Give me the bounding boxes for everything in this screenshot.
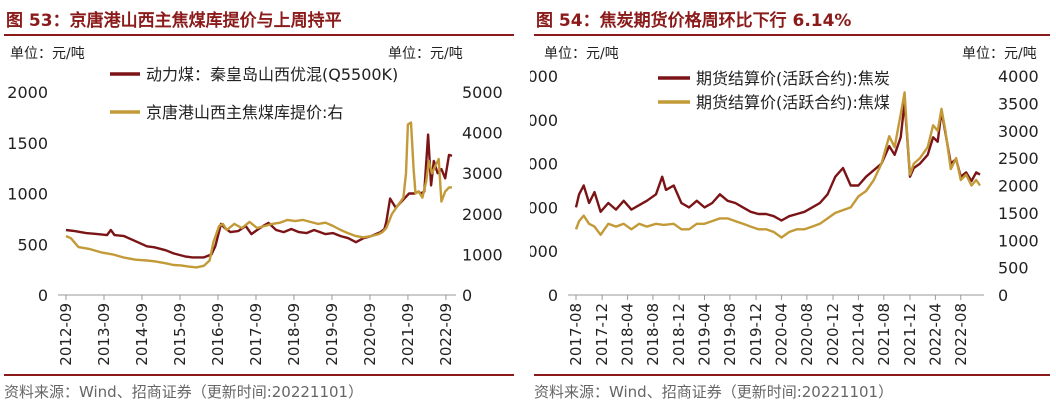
series-line-1 [65, 133, 453, 259]
x-tick-label: 2017-09 [247, 303, 265, 366]
y-right-tick-label: 0 [998, 286, 1008, 305]
x-tick-label: 2013-09 [95, 303, 113, 366]
y-right-tick-label: 3500 [998, 94, 1039, 113]
unit-label-left: 单位：元/吨 [10, 46, 85, 62]
legend-label-2: 期货结算价(活跃合约):焦煤 [696, 93, 890, 112]
y-right-tick-label: 3000 [998, 122, 1039, 141]
unit-label-left: 单位：元/吨 [544, 46, 619, 62]
y-left-tick-label: 5000 [530, 67, 558, 86]
x-tick-label: 2020-08 [798, 303, 816, 366]
right-chart-panel: 图 54：焦炭期货价格周环比下行 6.14% 单位：元/吨 单位：元/吨 0 1000… [530, 0, 1056, 408]
source-note: 资料来源：Wind、招商证券（更新时间:20221101） [4, 383, 364, 401]
x-tick-label: 2021-09 [399, 303, 417, 366]
y-left-tick-label: 0 [548, 286, 558, 305]
x-tick-label: 2017-12 [593, 303, 611, 366]
chart-title: 图 53：京唐港山西主焦煤库提价与上周持平 [6, 11, 342, 31]
y-right-tick-label: 1000 [462, 245, 503, 264]
x-tick-label: 2015-09 [171, 303, 189, 366]
y-right-tick-label: 1000 [998, 231, 1039, 250]
y-left-tick-label: 2000 [530, 198, 558, 217]
y-right-tick-label: 4000 [462, 124, 503, 143]
x-tick-label: 2020-09 [361, 303, 379, 366]
y-left-tick-label: 1500 [7, 134, 48, 153]
left-line-chart: 单位：元/吨 单位：元/吨 0 500 1000 1500 2000 0 1000 2000 300… [7, 46, 503, 366]
x-tick-label: 2022-04 [926, 303, 944, 366]
x-tick-label: 2019-09 [323, 303, 341, 366]
y-right-tick-label: 500 [998, 259, 1029, 278]
y-left-tick-label: 500 [17, 235, 48, 254]
y-right-tick-label: 4000 [998, 67, 1039, 86]
y-right-tick-label: 2000 [462, 205, 503, 224]
x-tick-label: 2020-04 [772, 303, 790, 366]
x-tick-label: 2021-04 [849, 303, 867, 366]
unit-label-right: 单位：元/吨 [388, 46, 463, 62]
y-left-tick-label: 1000 [530, 242, 558, 261]
chart-title: 图 54：焦炭期货价格周环比下行 6.14% [536, 11, 852, 31]
y-left-tick-label: 2000 [7, 83, 48, 102]
x-tick-label: 2016-09 [209, 303, 227, 366]
left-chart-panel: 图 53：京唐港山西主焦煤库提价与上周持平 单位：元/吨 单位：元/吨 0 500 10… [0, 0, 520, 408]
x-tick-label: 2019-08 [721, 303, 739, 366]
title-rule [4, 34, 514, 36]
title-rule [534, 34, 1050, 36]
x-tick-label: 2018-04 [619, 303, 637, 366]
legend-label-2: 京唐港山西主焦煤库提价:右 [146, 103, 343, 122]
legend-label-1: 动力煤：秦皇岛山西优混(Q5500K) [146, 65, 398, 84]
y-right-tick-label: 1500 [998, 204, 1039, 223]
source-rule [534, 374, 1050, 376]
source-note: 资料来源：Wind、招商证券（更新时间:20221101） [534, 383, 894, 401]
x-tick-label: 2022-09 [437, 303, 455, 366]
source-rule [4, 374, 514, 376]
series-line-2 [574, 91, 981, 239]
y-left-tick-label: 4000 [530, 111, 558, 130]
legend-label-1: 期货结算价(活跃合约):焦炭 [696, 69, 890, 88]
x-tick-label: 2014-09 [133, 303, 151, 366]
x-tick-label: 2017-08 [567, 303, 585, 366]
series-line-2 [65, 121, 452, 269]
y-left-tick-label: 0 [38, 286, 48, 305]
unit-label-right: 单位：元/吨 [962, 46, 1037, 62]
x-tick-label: 2021-12 [901, 303, 919, 366]
x-tick-label: 2018-08 [644, 303, 662, 366]
x-tick-label: 2018-12 [670, 303, 688, 366]
y-right-tick-label: 2000 [998, 177, 1039, 196]
y-right-tick-label: 2500 [998, 149, 1039, 168]
x-tick-label: 2012-09 [57, 303, 75, 366]
x-tick-label: 2019-12 [747, 303, 765, 366]
y-left-tick-label: 1000 [7, 185, 48, 204]
x-tick-label: 2018-09 [285, 303, 303, 366]
x-tick-label: 2020-12 [824, 303, 842, 366]
series-line-1 [574, 101, 981, 222]
y-left-tick-label: 3000 [530, 155, 558, 174]
y-right-tick-label: 5000 [462, 83, 503, 102]
y-right-tick-label: 3000 [462, 164, 503, 183]
x-tick-label: 2022-08 [952, 303, 970, 366]
x-tick-label: 2021-08 [875, 303, 893, 366]
x-tick-label: 2019-04 [696, 303, 714, 366]
right-line-chart: 单位：元/吨 单位：元/吨 0 1000 2000 3000 4000 5000 0 500 100… [530, 46, 1039, 366]
y-right-tick-label: 0 [462, 286, 472, 305]
